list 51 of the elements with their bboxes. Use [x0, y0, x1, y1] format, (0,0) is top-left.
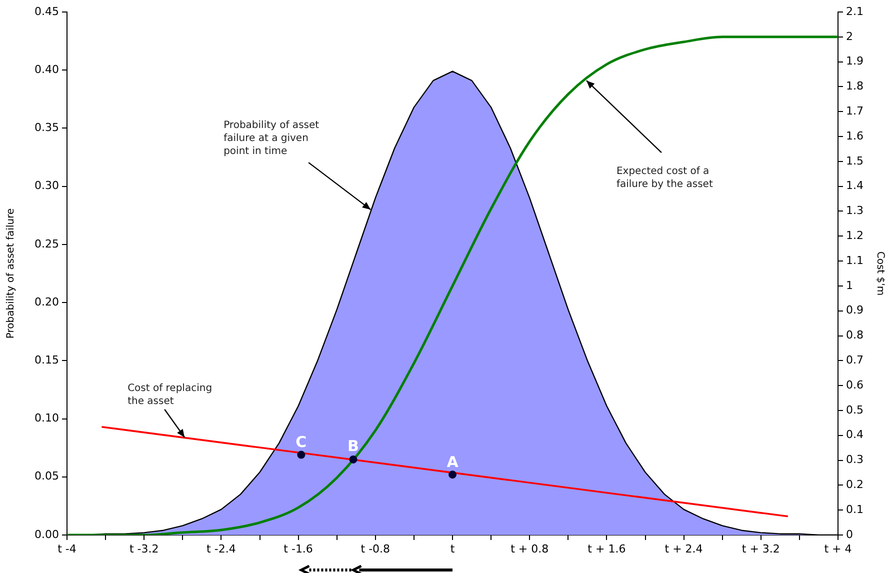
y-tick-label: 0.20: [34, 295, 59, 308]
x-tick-label: t + 3.2: [742, 542, 780, 556]
x-tick-label: t + 0.8: [510, 542, 549, 556]
y-tick-label: 0.45: [34, 4, 59, 18]
y-tick-label: 0.00: [34, 528, 59, 541]
y2-tick-label: 0.2: [846, 478, 864, 492]
x-tick-label: t -0.8: [360, 542, 390, 556]
y2-axis-title: Cost $'m: [874, 251, 886, 296]
y2-tick-label: 1.9: [846, 54, 864, 68]
y2-tick-label: 1.7: [846, 104, 864, 118]
y-tick-label: 0.40: [34, 62, 59, 76]
y2-tick-label: 0.1: [846, 502, 864, 516]
y2-tick-label: 0: [846, 528, 853, 541]
y2-tick-label: 1.3: [846, 204, 864, 218]
y-axis-title: Probability of asset failure: [6, 208, 17, 339]
y2-tick-label: 1.6: [846, 129, 864, 142]
annotation: C: [296, 432, 307, 451]
x-tick-label: t -4: [58, 542, 76, 556]
y2-tick-label: 0.5: [846, 403, 864, 416]
y2-tick-label: 0.8: [846, 328, 864, 342]
annotation: B: [348, 437, 359, 456]
y2-tick-label: 2.1: [846, 4, 864, 18]
annotation: Cost of replacing the asset: [128, 382, 214, 408]
x-tick-label: t -3.2: [129, 542, 159, 556]
y-tick-label: 0.25: [34, 237, 59, 250]
annotation: Expected cost of a failure by the asset: [616, 164, 714, 191]
y2-tick-label: 1.1: [846, 254, 864, 267]
x-tick-label: t: [450, 542, 456, 556]
y-tick-label: 0.10: [34, 412, 59, 425]
y-tick-label: 0.35: [34, 121, 59, 134]
y2-tick-label: 1: [846, 278, 853, 292]
y2-tick-label: 0.4: [846, 428, 864, 442]
y2-tick-label: 1.4: [846, 179, 864, 192]
x-tick-label: t + 4: [824, 542, 852, 556]
x-tick-label: t + 2.4: [664, 542, 703, 556]
y2-tick-label: 2: [846, 30, 853, 43]
x-tick-label: t -2.4: [206, 542, 236, 556]
y2-tick-label: 0.9: [846, 304, 864, 317]
y2-tick-label: 0.6: [846, 378, 864, 392]
y2-tick-label: 1.5: [846, 154, 864, 168]
y-tick-label: 0.30: [34, 179, 59, 192]
x-tick-label: t -1.6: [284, 542, 313, 556]
y2-tick-label: 1.2: [846, 229, 864, 242]
x-tick-label: t + 1.6: [588, 542, 626, 556]
y-tick-label: 0.15: [34, 354, 59, 367]
y-tick-label: 0.05: [34, 470, 59, 483]
y2-tick-label: 1.8: [846, 80, 864, 93]
y2-tick-label: 0.3: [846, 453, 864, 466]
annotation: Probability of asset failure at a given point in time: [224, 118, 320, 158]
annotation: A: [446, 452, 458, 471]
y2-tick-label: 0.7: [846, 354, 864, 367]
